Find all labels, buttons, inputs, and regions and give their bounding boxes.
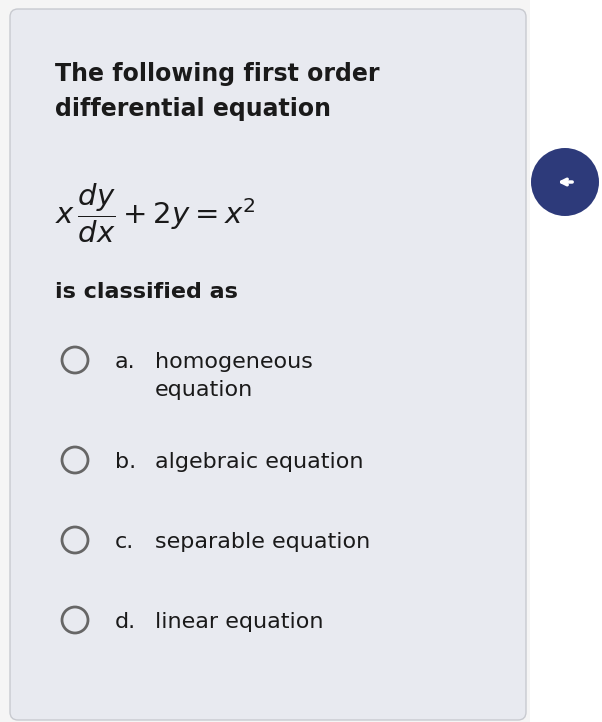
- Text: algebraic equation: algebraic equation: [155, 452, 364, 472]
- Text: The following first order: The following first order: [55, 62, 379, 86]
- Text: a.: a.: [115, 352, 135, 372]
- Text: separable equation: separable equation: [155, 532, 370, 552]
- Text: is classified as: is classified as: [55, 282, 238, 302]
- Circle shape: [62, 527, 88, 553]
- Text: b.: b.: [115, 452, 136, 472]
- Text: differential equation: differential equation: [55, 97, 331, 121]
- Ellipse shape: [531, 148, 599, 216]
- Text: homogeneous: homogeneous: [155, 352, 313, 372]
- Circle shape: [62, 607, 88, 633]
- Text: $x\,\dfrac{dy}{dx} + 2y = x^2$: $x\,\dfrac{dy}{dx} + 2y = x^2$: [55, 182, 256, 245]
- Text: equation: equation: [155, 380, 253, 400]
- FancyBboxPatch shape: [10, 9, 526, 720]
- Text: c.: c.: [115, 532, 134, 552]
- Text: linear equation: linear equation: [155, 612, 323, 632]
- Circle shape: [62, 447, 88, 473]
- Bar: [530, 0, 602, 722]
- Circle shape: [62, 347, 88, 373]
- Text: d.: d.: [115, 612, 136, 632]
